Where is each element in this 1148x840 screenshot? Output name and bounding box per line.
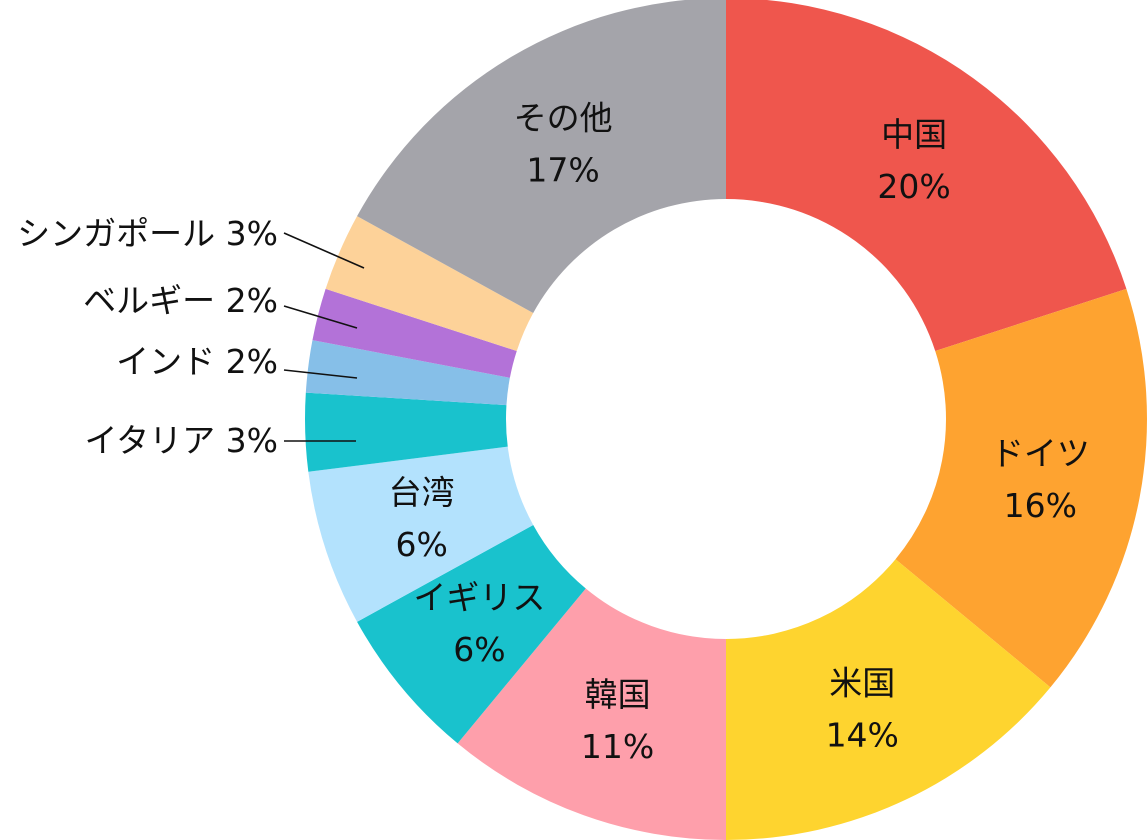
slice-1-value-label: 20% (877, 167, 950, 206)
slice-4-value-label: 11% (581, 727, 654, 766)
slice-5-wedge (357, 524, 586, 744)
slice-4-wedge (457, 588, 726, 840)
slice-6-name-label: 台湾 (389, 473, 455, 512)
slice-1-name-label: 中国 (881, 115, 947, 154)
slice-7-wedge (305, 392, 508, 472)
slice-2-name-label: ドイツ (991, 434, 1090, 473)
slice-3-value-label: 14% (826, 716, 899, 755)
slice-11-wedge (357, 0, 726, 314)
slice-6-wedge (308, 446, 534, 622)
slice-10-leader-line (283, 232, 365, 269)
donut-slices (305, 0, 1147, 840)
slice-8-label: インド 2% (116, 342, 278, 381)
slice-labels: 中国 20% ドイツ 16% 米国 14% 韓国 11% イギリス 6% 台湾 6% イタリア 3% イン… (17, 99, 1090, 767)
slice-9-label: ベルギー 2% (83, 281, 278, 320)
slice-8-leader-line (283, 369, 358, 379)
slice-3-name-label: 米国 (829, 664, 895, 703)
slice-11-name-label: その他 (514, 99, 613, 138)
slice-4-name-label: 韓国 (585, 675, 651, 714)
slice-9-wedge (312, 288, 517, 378)
slice-10-label: シンガポール 3% (17, 214, 278, 253)
slice-7-label: イタリア 3% (84, 421, 278, 460)
slice-11-value-label: 17% (526, 151, 599, 190)
slice-1-wedge (726, 0, 1127, 352)
slice-5-name-label: イギリス (413, 578, 545, 617)
slice-3-wedge (726, 559, 1051, 840)
slice-2-value-label: 16% (1004, 486, 1077, 525)
slice-10-wedge (325, 216, 534, 352)
slice-9-leader-line (283, 305, 358, 329)
slice-5-value-label: 6% (453, 630, 505, 669)
slice-6-value-label: 6% (395, 525, 447, 564)
slice-8-wedge (305, 340, 510, 406)
slice-2-wedge (895, 288, 1147, 688)
